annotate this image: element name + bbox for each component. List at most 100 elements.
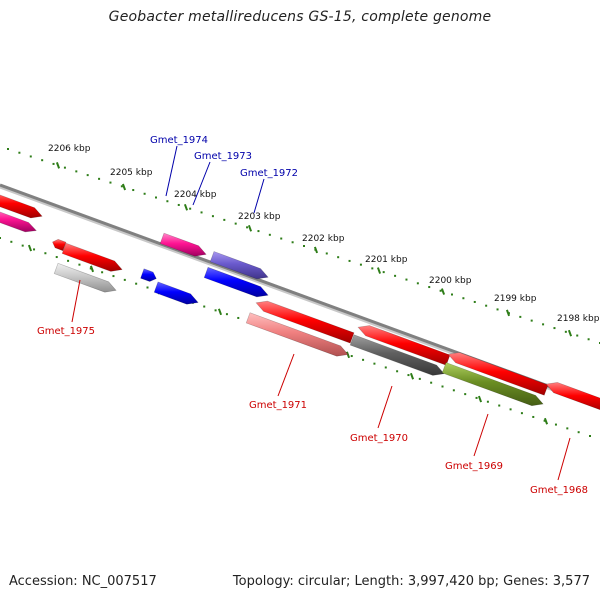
gene-arrow-red (545, 382, 600, 411)
tick-dot (246, 226, 249, 229)
major-tick (477, 395, 483, 403)
tick-dot (120, 185, 123, 188)
tick-dot (200, 211, 203, 214)
leader-line (71, 279, 81, 323)
tick-dot (564, 330, 567, 333)
tick-dot (109, 181, 112, 184)
gene-arrow-blue (153, 281, 199, 305)
tick-dot (10, 240, 13, 243)
tick-dot (441, 385, 444, 388)
tick-dot (519, 315, 522, 318)
major-tick (89, 265, 95, 273)
tick-dot (146, 286, 149, 289)
tick-dot (337, 256, 340, 259)
gene-label: Gmet_1975 (37, 326, 95, 337)
leader-line (253, 178, 265, 214)
tick-dot (63, 166, 66, 169)
tick-label: 2205 kbp (110, 168, 153, 178)
gene-arrow-red (255, 300, 355, 344)
gene-arrow-pink (159, 232, 207, 257)
tick-dot (177, 203, 180, 206)
gene-label: Gmet_1974 (150, 135, 208, 146)
tick-dot (486, 400, 489, 403)
gene-arrow-red (0, 194, 43, 219)
tick-dot (362, 358, 365, 361)
gene-label: Gmet_1971 (249, 400, 307, 411)
tick-label: 2202 kbp (302, 234, 345, 244)
tick-dot (496, 308, 499, 311)
tick-label: 2204 kbp (174, 190, 217, 200)
major-tick (247, 224, 253, 232)
tick-dot (543, 419, 546, 422)
tick-dot (86, 174, 89, 177)
major-tick (440, 288, 446, 295)
tick-dot (52, 162, 55, 165)
tick-dot (132, 189, 135, 192)
tick-dot (303, 245, 305, 247)
tick-dot (405, 278, 408, 281)
tick-dot (430, 381, 433, 384)
tick-dot (371, 267, 374, 270)
tick-label: 2199 kbp (494, 294, 537, 304)
genome-summary-text: Topology: circular; Length: 3,997,420 bp… (232, 574, 590, 589)
gene-label: Gmet_1968 (530, 485, 588, 496)
tick-dot (542, 323, 545, 326)
tick-dot (394, 274, 397, 277)
tick-dot (21, 244, 24, 247)
major-tick (409, 372, 415, 380)
gene-arrow-salmon (245, 312, 349, 357)
leader-line (165, 145, 178, 197)
tick-dot (452, 389, 455, 392)
tick-layer: 2206 kbp 2205 kbp 2204 kbp 2203 kbp 2202 kbp… (0, 144, 600, 437)
tick-dot (98, 177, 101, 180)
tick-dot (498, 404, 501, 407)
tick-dot (554, 423, 557, 426)
tick-dot (473, 300, 476, 303)
tick-dot (464, 393, 467, 396)
gene-label: Gmet_1973 (194, 151, 252, 162)
tick-label: 2203 kbp (238, 212, 281, 222)
tick-dot (462, 297, 465, 300)
tick-dot (418, 377, 421, 380)
tick-dot (0, 237, 1, 239)
leader-line (277, 353, 295, 397)
tick-dot (475, 396, 478, 399)
tick-dot (576, 334, 579, 337)
tick-dot (257, 230, 260, 233)
tick-dot (18, 151, 21, 154)
tick-dot (225, 313, 228, 316)
gene-arrow-olive (441, 362, 544, 407)
leader-line (557, 437, 571, 481)
tick-dot (166, 200, 169, 203)
accession-text: Accession: NC_007517 (9, 574, 157, 589)
tick-dot (416, 282, 419, 285)
gene-arrow-red (61, 242, 123, 272)
tick-dot (407, 374, 410, 377)
tick-dot (268, 233, 271, 236)
tick-dot (373, 362, 376, 365)
tick-dot (143, 192, 146, 195)
major-tick (121, 183, 127, 191)
tick-dot (348, 259, 351, 262)
tick-dot (520, 412, 523, 415)
tick-dot (509, 408, 512, 411)
tick-dot (589, 435, 591, 437)
major-tick (27, 244, 33, 252)
tick-dot (155, 196, 157, 199)
tick-dot (439, 289, 442, 292)
label-layer: Gmet_1974 Gmet_1973 Gmet_1972 Gmet_1975 Gmet… (37, 135, 588, 496)
leader-line (473, 413, 489, 457)
tick-dot (203, 305, 206, 308)
gene-label: Gmet_1969 (445, 461, 503, 472)
tick-dot (280, 237, 283, 240)
tick-dot (55, 256, 58, 259)
major-tick (183, 203, 189, 211)
gene-label: Gmet_1972 (240, 168, 298, 179)
major-tick (505, 309, 511, 317)
tick-dot (237, 316, 240, 319)
tick-dot (29, 155, 32, 158)
gene-arrow-blue (203, 266, 269, 298)
tick-dot (41, 159, 44, 162)
major-tick (313, 246, 319, 254)
